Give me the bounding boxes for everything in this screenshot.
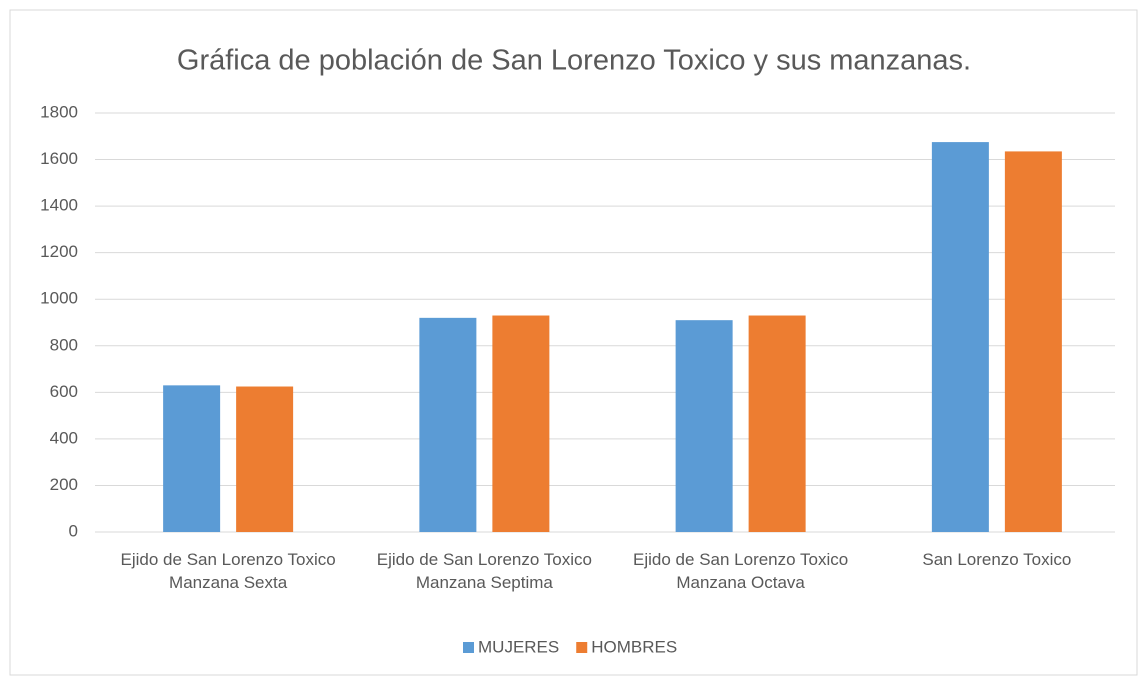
y-tick-label: 1000 [40, 289, 78, 308]
x-tick-label: San Lorenzo Toxico [922, 550, 1072, 569]
y-tick-label: 1200 [40, 242, 78, 261]
bar [236, 386, 294, 532]
legend-label: MUJERES [478, 637, 559, 656]
y-tick-label: 1800 [40, 102, 78, 121]
y-tick-label: 1600 [40, 149, 78, 168]
y-tick-label: 200 [50, 475, 78, 494]
y-tick-label: 600 [50, 382, 78, 401]
legend-swatch [576, 642, 588, 653]
bar [1004, 151, 1062, 533]
y-tick-label: 400 [50, 428, 78, 447]
y-tick-label: 1400 [40, 196, 78, 215]
y-tick-label: 0 [69, 521, 78, 540]
y-tick-label: 800 [50, 335, 78, 354]
bar [419, 317, 477, 532]
x-tick-label: Ejido de San Lorenzo Toxico Manzana Sext… [120, 550, 336, 592]
bar [931, 142, 989, 532]
legend-label: HOMBRES [591, 637, 677, 656]
legend-swatch [463, 642, 474, 653]
x-tick-label: Ejido de San Lorenzo Toxico Manzana Sept… [376, 550, 592, 592]
x-tick-label: Ejido de San Lorenzo Toxico Manzana Octa… [633, 550, 849, 592]
bar [163, 385, 221, 532]
bar [748, 315, 806, 532]
bar [675, 320, 733, 532]
bar [492, 315, 550, 532]
chart-title: Gráfica de población de San Lorenzo Toxi… [177, 45, 971, 77]
